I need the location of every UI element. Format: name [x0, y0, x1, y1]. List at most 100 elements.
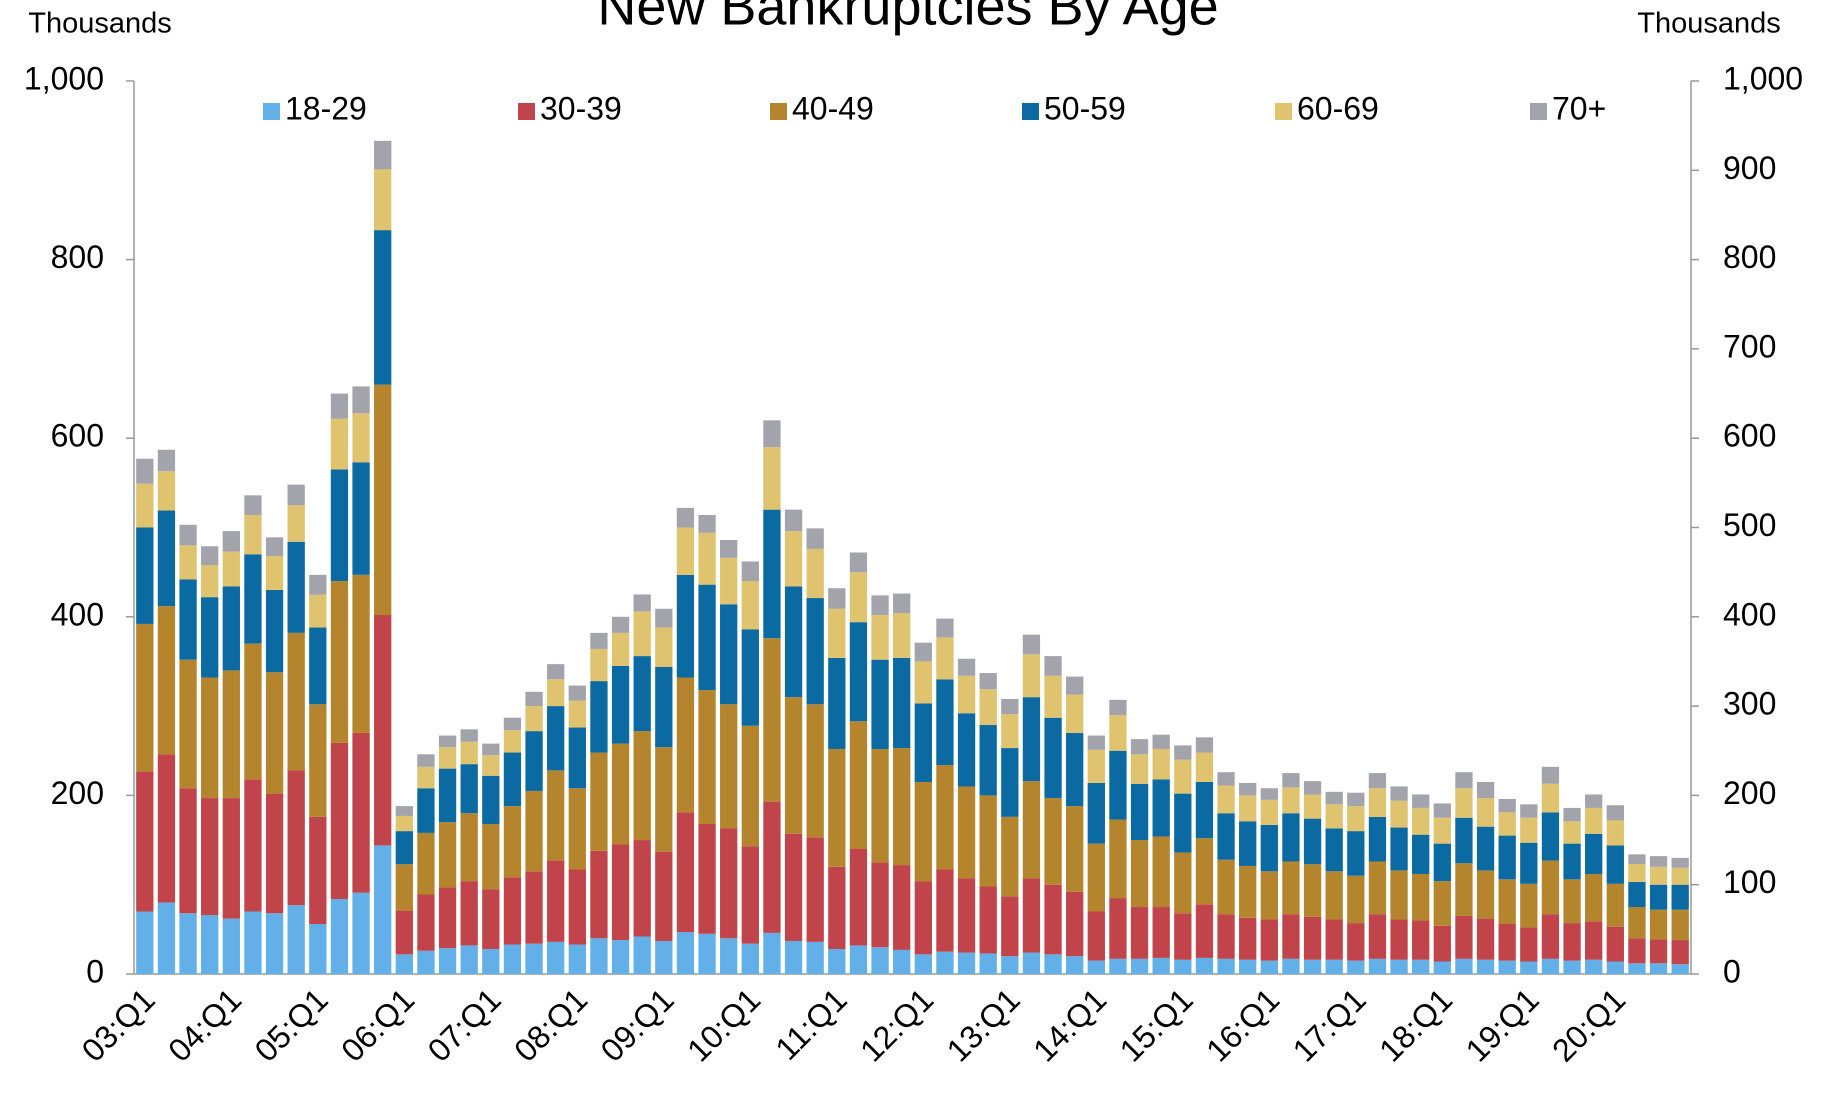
bar-segment	[741, 725, 759, 847]
bar-segment	[395, 910, 413, 955]
bar-segment	[849, 721, 868, 849]
y-tick-label: 800	[51, 239, 104, 275]
x-tick-label: 03:Q1	[75, 981, 162, 1068]
bar-segment	[720, 557, 738, 605]
bar-segment	[914, 881, 932, 955]
bar-segment	[806, 837, 824, 942]
bar-segment	[417, 894, 435, 951]
bar-segment	[179, 524, 197, 546]
bar-segment	[417, 832, 435, 895]
bar-segment	[1347, 806, 1365, 832]
bar-segment	[828, 657, 846, 749]
bar-segment	[1563, 923, 1581, 961]
bar-segment	[871, 862, 889, 948]
bar-segment	[157, 449, 176, 472]
bar-segment	[784, 940, 803, 974]
bar-segment	[979, 689, 997, 725]
bar-segment	[374, 140, 392, 170]
bar-segment	[1455, 958, 1473, 974]
bar-segment	[503, 752, 522, 807]
bar-segment	[222, 586, 240, 671]
bar-segment	[1563, 843, 1581, 880]
bar-segment	[1563, 821, 1581, 844]
chart-title: New Bankruptcies By Age	[597, 0, 1218, 36]
bar-segment	[871, 659, 889, 749]
bar-segment	[1476, 826, 1495, 871]
bar-segment	[1563, 879, 1581, 924]
bar-segment	[309, 816, 327, 924]
y2-tick-label: 200	[1723, 775, 1776, 811]
bar-segment	[720, 938, 738, 974]
bar-segment	[741, 581, 759, 630]
legend-swatch	[1530, 103, 1547, 120]
bar-segment	[1412, 807, 1430, 835]
bar-segment	[244, 779, 262, 912]
bar-segment	[568, 700, 586, 728]
bar-segment	[1109, 958, 1127, 974]
bar-segment	[547, 770, 565, 861]
bar-segment	[893, 748, 911, 866]
legend-label: 30-39	[540, 90, 622, 126]
bar-segment	[1130, 840, 1149, 908]
bar-segment	[1087, 782, 1105, 844]
bar-segment	[1649, 856, 1668, 867]
bar-segment	[568, 685, 586, 701]
bar-segment	[720, 540, 738, 558]
bar-segment	[611, 665, 630, 744]
bar-segment	[525, 790, 543, 872]
bar-segment	[1066, 694, 1084, 733]
bar-segment	[1282, 958, 1300, 974]
bar-segment	[1195, 737, 1214, 753]
bar-segment	[1195, 904, 1214, 958]
bar-segment	[590, 632, 608, 649]
bar-segment	[914, 642, 932, 662]
bar-segment	[590, 752, 608, 851]
bar-segment	[244, 911, 262, 974]
bar-segment	[157, 754, 176, 903]
bar-segment	[763, 932, 781, 974]
bar-segment	[1541, 812, 1560, 861]
bar-segment	[1433, 925, 1451, 962]
x-tick-label: 04:Q1	[161, 981, 248, 1068]
bar-segment	[806, 528, 824, 549]
bar-segment	[201, 565, 219, 598]
bar-segment	[1239, 821, 1257, 866]
bar-segment	[330, 581, 349, 743]
bar-segment	[265, 590, 284, 673]
bar-segment	[893, 949, 911, 974]
bar-segment	[611, 844, 630, 941]
bar-segment	[1303, 818, 1322, 865]
bar-segment	[157, 471, 176, 511]
bar-segment	[1412, 873, 1430, 921]
bar-segment	[1022, 781, 1041, 879]
bar-segment	[417, 788, 435, 833]
bar-segment	[395, 954, 413, 974]
bar-segment	[1217, 958, 1235, 974]
y2-tick-label: 700	[1723, 328, 1776, 364]
bar-segment	[1498, 879, 1516, 924]
bar-segment	[309, 627, 327, 705]
bar-segment	[1087, 960, 1105, 974]
bar-segment	[1152, 748, 1170, 780]
bar-segment	[611, 940, 630, 974]
x-tick-label: 17:Q1	[1286, 981, 1373, 1068]
bar-segment	[1174, 759, 1192, 794]
bar-segment	[201, 677, 219, 799]
bar-segment	[1520, 804, 1538, 818]
bar-segment	[1563, 960, 1581, 974]
bar-segment	[1347, 792, 1365, 807]
bar-segment	[525, 691, 543, 707]
x-tick-label: 18:Q1	[1372, 981, 1459, 1068]
bar-segment	[136, 623, 154, 772]
bar-segment	[957, 713, 976, 787]
bar-segment	[1585, 873, 1603, 922]
bar-segment	[1087, 735, 1105, 750]
y-tick-label: 0	[86, 953, 104, 989]
bar-segment	[936, 951, 954, 974]
bar-segment	[611, 743, 630, 845]
bar-segment	[698, 532, 716, 585]
bar-segment	[547, 664, 565, 680]
bar-segment	[136, 771, 154, 912]
bar-segment	[1563, 807, 1581, 822]
x-tick-label: 19:Q1	[1459, 981, 1546, 1068]
